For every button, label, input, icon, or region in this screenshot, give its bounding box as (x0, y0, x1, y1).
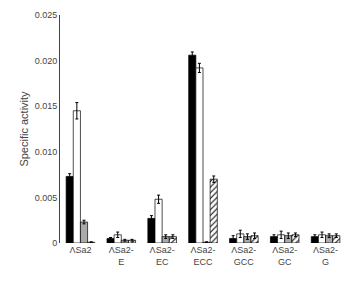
svg-text:ΛSa2-GC: ΛSa2-GC (272, 245, 297, 267)
svg-text:0.010: 0.010 (35, 147, 58, 157)
svg-text:ΛSa2-G: ΛSa2-G (313, 245, 338, 267)
svg-text:ΛSa2: ΛSa2 (69, 245, 91, 255)
svg-text:0.015: 0.015 (35, 101, 58, 111)
svg-text:0.020: 0.020 (35, 56, 58, 66)
svg-text:0.025: 0.025 (35, 10, 58, 20)
svg-text:ΛSa2-GCC: ΛSa2-GCC (231, 245, 256, 267)
svg-text:0: 0 (52, 238, 57, 248)
svg-text:ΛSa2-EC: ΛSa2-EC (150, 245, 175, 267)
svg-text:0.005: 0.005 (35, 193, 58, 203)
svg-text:ΛSa2-ECC: ΛSa2-ECC (190, 245, 215, 267)
svg-text:ΛSa2-E: ΛSa2-E (109, 245, 134, 267)
svg-text:Specific activity: Specific activity (18, 91, 30, 167)
